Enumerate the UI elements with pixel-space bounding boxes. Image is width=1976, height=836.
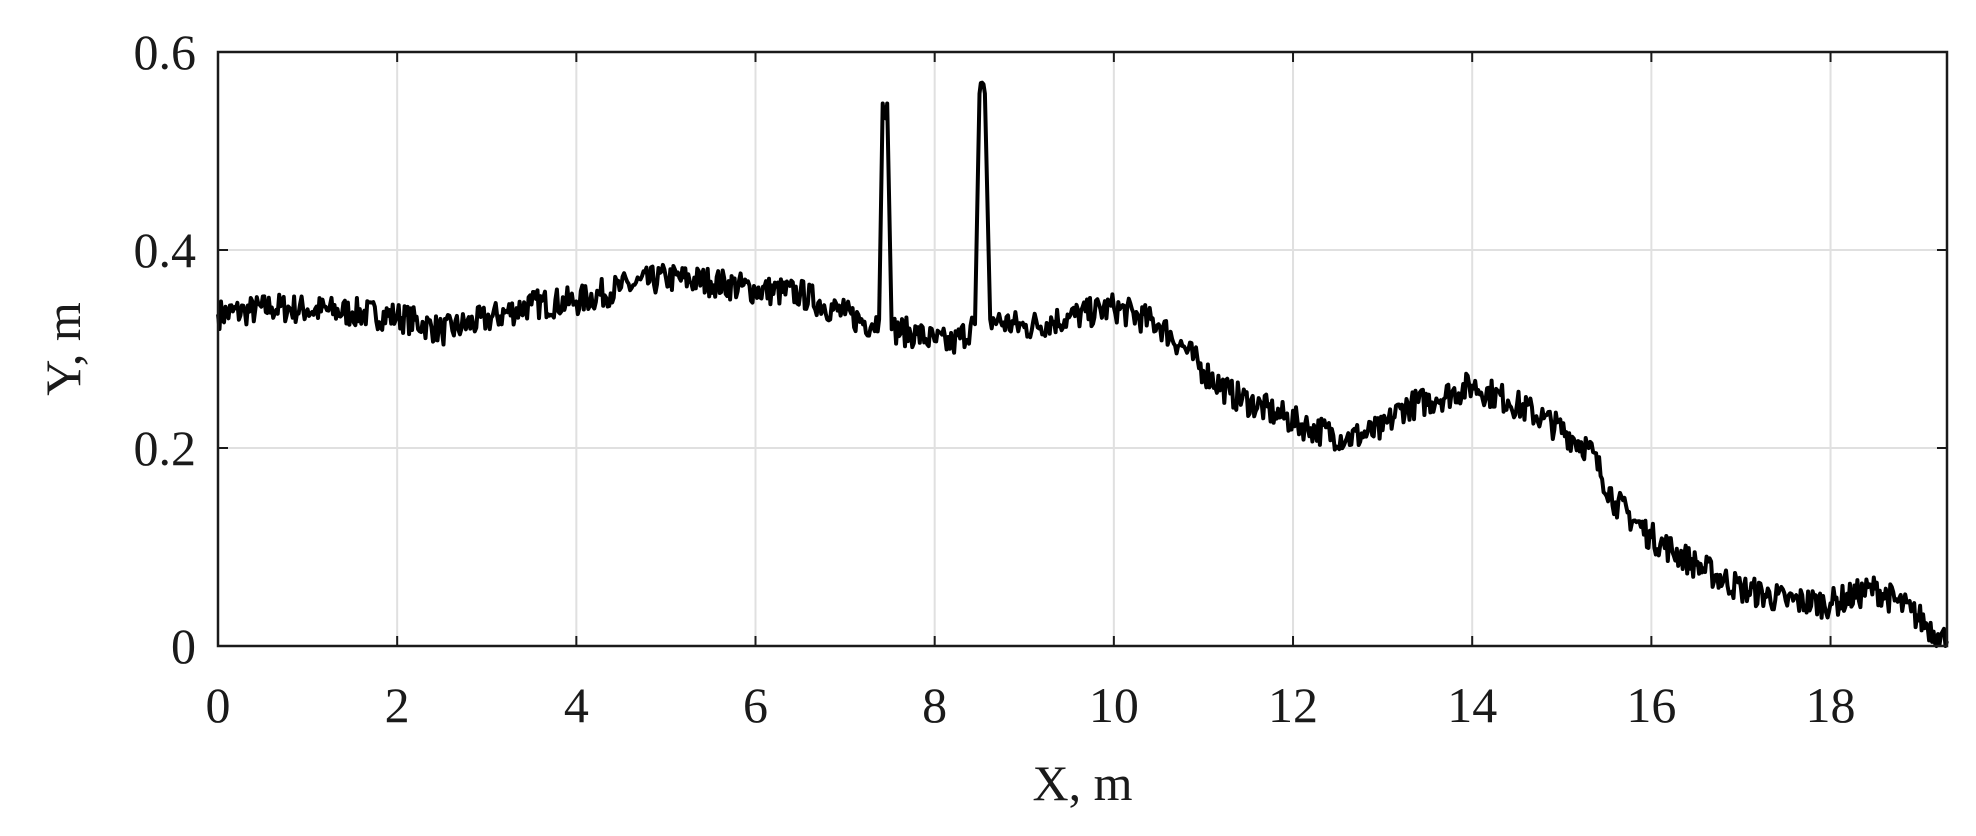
x-tick-label: 0 xyxy=(206,677,231,733)
x-axis-title: X, m xyxy=(1033,755,1133,811)
y-tick-label: 0.6 xyxy=(134,24,197,80)
series-line xyxy=(216,80,1949,648)
y-tick-label: 0.4 xyxy=(134,222,197,278)
x-tick-label: 8 xyxy=(922,677,947,733)
x-tick-label: 6 xyxy=(743,677,768,733)
x-tick-label: 18 xyxy=(1806,677,1856,733)
x-tick-label: 10 xyxy=(1089,677,1139,733)
plot-frame xyxy=(216,50,1949,648)
x-tick-label: 16 xyxy=(1626,677,1676,733)
series-layer xyxy=(216,80,1949,648)
tick-layer: 0 2 4 6 8 10 12 14 16 18 0 0.2 0.4 0.6 xyxy=(134,24,1947,733)
y-axis-title: Y, m xyxy=(35,302,91,396)
x-tick-label: 12 xyxy=(1268,677,1318,733)
y-tick-label: 0 xyxy=(171,618,196,674)
x-tick-label: 2 xyxy=(385,677,410,733)
x-tick-label: 4 xyxy=(564,677,589,733)
x-tick-label: 14 xyxy=(1447,677,1497,733)
y-tick-label: 0.2 xyxy=(134,420,197,476)
